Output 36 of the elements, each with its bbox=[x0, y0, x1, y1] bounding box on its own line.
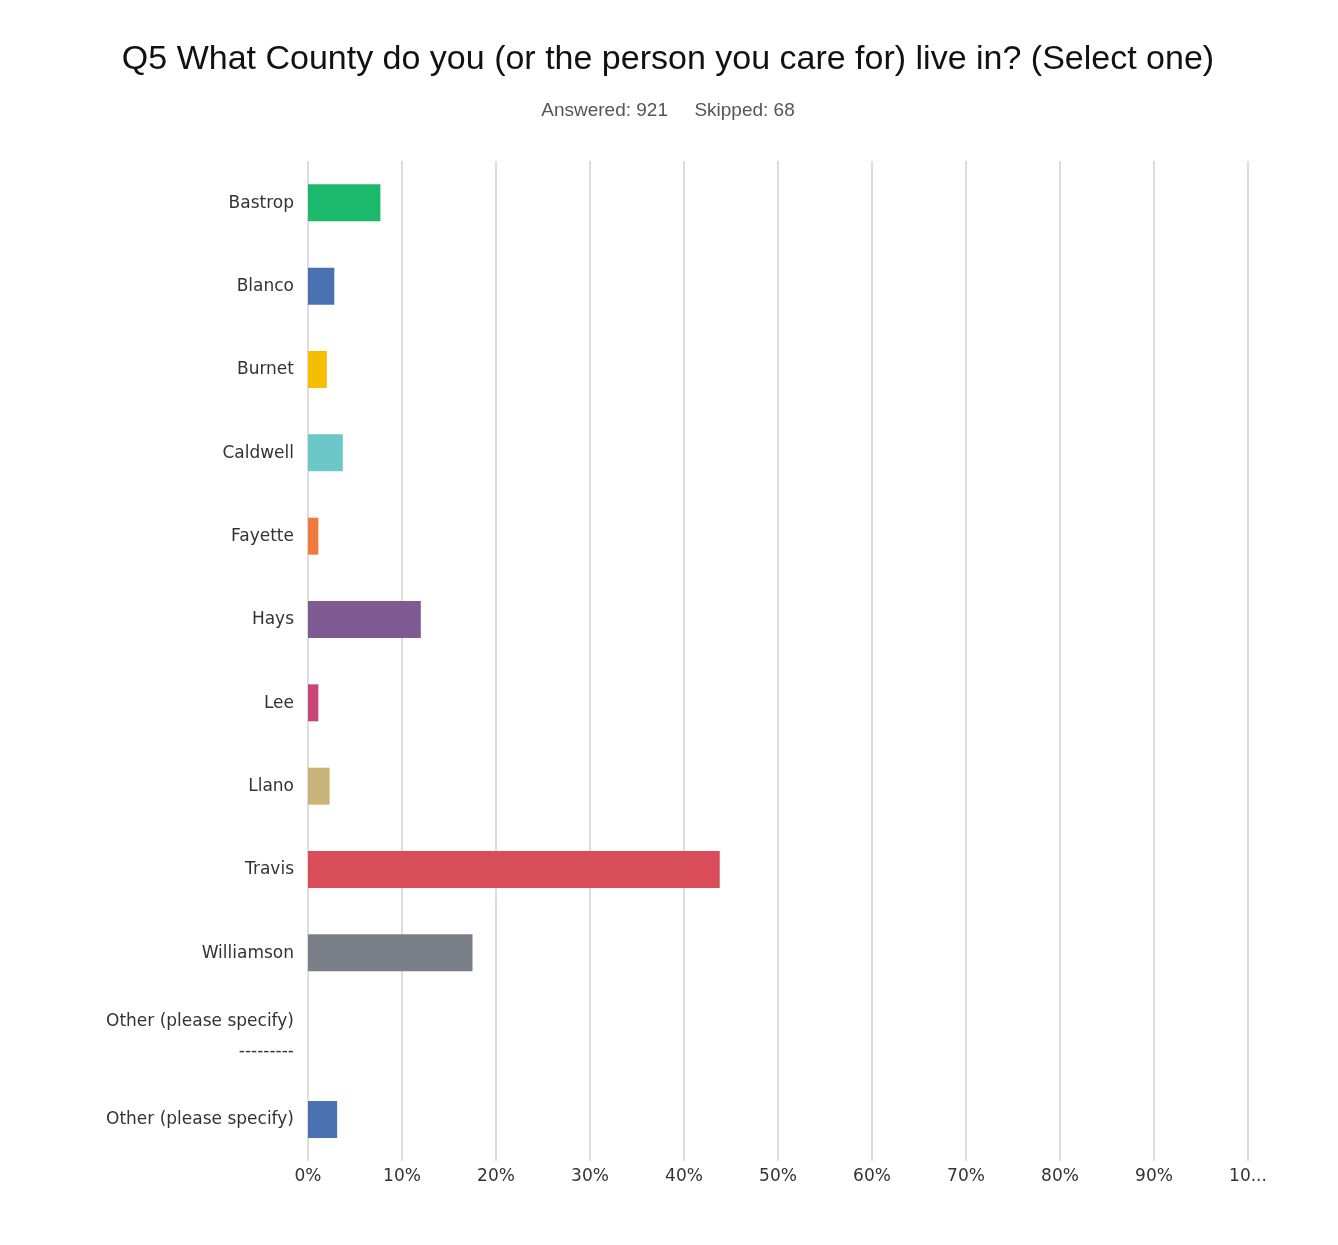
bar bbox=[308, 851, 720, 888]
x-tick-label: 10... bbox=[1229, 1165, 1267, 1186]
x-tick-label: 20% bbox=[477, 1165, 515, 1186]
bar bbox=[308, 351, 327, 388]
y-tick-label: Burnet bbox=[236, 358, 295, 379]
bar bbox=[308, 184, 381, 222]
x-tick-label: 30% bbox=[571, 1165, 609, 1186]
bar bbox=[308, 934, 473, 972]
y-tick-label: Llano bbox=[248, 775, 294, 795]
bar bbox=[308, 684, 319, 722]
x-tick-label: 80% bbox=[1041, 1165, 1079, 1186]
bar bbox=[308, 767, 330, 805]
x-tick-label: 10% bbox=[383, 1165, 421, 1186]
bar bbox=[308, 517, 319, 555]
x-tick-label: 0% bbox=[294, 1165, 322, 1186]
y-tick-label: Hays bbox=[251, 608, 295, 629]
x-tick-label: 50% bbox=[759, 1165, 797, 1186]
x-tick-label: 70% bbox=[947, 1165, 985, 1186]
bar bbox=[308, 601, 421, 638]
y-tick-label: Other (please specify) --------- bbox=[106, 1010, 294, 1060]
y-tick-label: Williamson bbox=[201, 941, 294, 962]
y-tick-label: Other (please specify) bbox=[106, 1108, 294, 1129]
bar bbox=[308, 267, 335, 305]
bar bbox=[308, 1101, 338, 1138]
y-tick-label: Lee bbox=[263, 691, 294, 712]
x-tick-label: 40% bbox=[665, 1165, 703, 1186]
bar bbox=[308, 434, 343, 472]
y-tick-label: Travis bbox=[244, 858, 295, 879]
y-tick-label: Blanco bbox=[236, 275, 294, 295]
chart-subtitle: Answered: 921 Skipped: 68 bbox=[540, 99, 796, 121]
chart-title: Q5 What County do you (or the person you care for) live in? (Select one) bbox=[120, 37, 1216, 77]
y-tick-label: Fayette bbox=[231, 525, 294, 545]
y-tick-label: Caldwell bbox=[222, 441, 294, 462]
y-tick-label: Bastrop bbox=[228, 191, 294, 212]
x-tick-label: 90% bbox=[1135, 1165, 1173, 1186]
x-tick-label: 60% bbox=[853, 1165, 891, 1186]
